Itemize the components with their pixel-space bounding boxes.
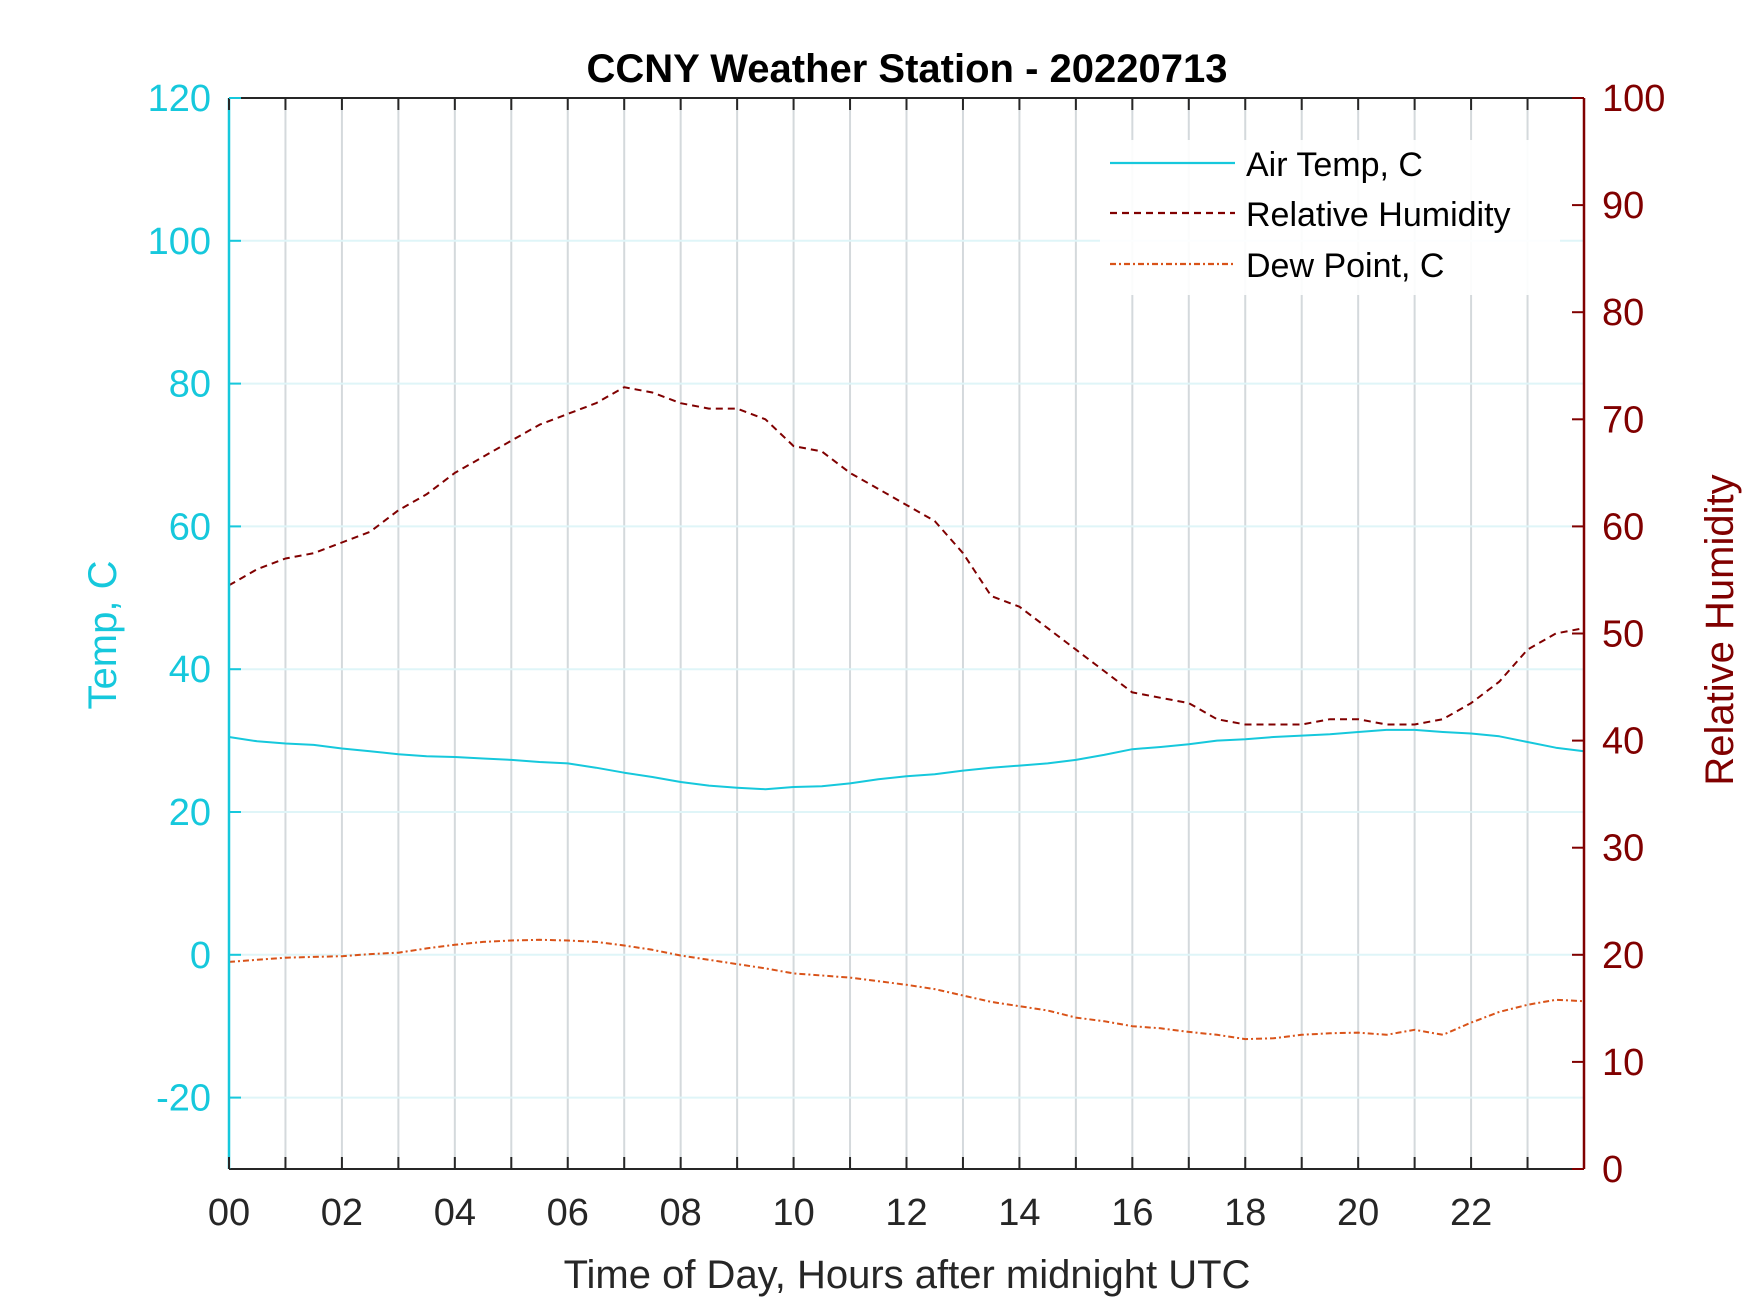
right-y-tick-label: 30 [1602, 828, 1644, 870]
left-y-axis-label: Temp, C [81, 561, 125, 710]
legend-entry-air-temp: Air Temp, C [1110, 146, 1423, 184]
right-y-tick-label: 60 [1602, 506, 1644, 548]
x-tick-label: 08 [660, 1192, 702, 1234]
x-tick-label: 18 [1224, 1192, 1266, 1234]
right-y-tick-label: 70 [1602, 399, 1644, 441]
legend-label-air-temp: Air Temp, C [1246, 146, 1423, 184]
right-y-tick-label: 100 [1602, 78, 1665, 120]
right-y-tick-label: 0 [1602, 1149, 1623, 1191]
left-y-tick-label: 120 [148, 78, 211, 120]
x-tick-label: 14 [998, 1192, 1040, 1234]
x-tick-label: 04 [434, 1192, 476, 1234]
x-tick-label: 22 [1450, 1192, 1492, 1234]
legend-entry-dew-point: Dew Point, C [1110, 247, 1444, 285]
left-y-tick-label: 20 [169, 792, 211, 834]
grid [229, 98, 1584, 1169]
right-y-tick-label: 10 [1602, 1042, 1644, 1084]
x-tick-label: 02 [321, 1192, 363, 1234]
legend-label-dew-point: Dew Point, C [1246, 247, 1444, 285]
right-y-axis-label: Relative Humidity [1698, 474, 1742, 785]
x-axis-label: Time of Day, Hours after midnight UTC [564, 1253, 1251, 1297]
legend-box [1100, 140, 1560, 295]
legend-entry-relative-humidity: Relative Humidity [1110, 196, 1511, 234]
series-line-relative-humidity [228, 386, 1585, 726]
left-y-tick-label: 80 [169, 364, 211, 406]
chart-title: CCNY Weather Station - 20220713 [587, 47, 1228, 91]
right-y-tick-label: 80 [1602, 292, 1644, 334]
x-tick-label: 12 [885, 1192, 927, 1234]
x-tick-label: 20 [1337, 1192, 1379, 1234]
series-line-dew-point-c [228, 938, 1585, 1041]
tick-labels: 00 02 04 06 08 10 12 14 16 18 20 22-200204060801001… [148, 78, 1666, 1234]
x-tick-label: 06 [547, 1192, 589, 1234]
x-tick-label: 00 [208, 1192, 250, 1234]
right-y-tick-label: 40 [1602, 721, 1644, 763]
left-y-tick-label: 40 [169, 649, 211, 691]
right-y-tick-label: 50 [1602, 614, 1644, 656]
left-y-tick-label: -20 [156, 1078, 211, 1120]
x-tick-label: 10 [772, 1192, 814, 1234]
left-y-tick-label: 60 [169, 506, 211, 548]
axes [227, 97, 1586, 1170]
left-y-tick-label: 100 [148, 221, 211, 263]
x-tick-label: 16 [1111, 1192, 1153, 1234]
series-line-air-temp-c [228, 728, 1585, 791]
right-y-tick-label: 20 [1602, 935, 1644, 977]
right-y-tick-label: 90 [1602, 185, 1644, 227]
legend: Air Temp, C Relative Humidity Dew Point,… [1100, 140, 1560, 295]
legend-label-relative-humidity: Relative Humidity [1246, 196, 1511, 234]
series-layer [228, 386, 1585, 1041]
left-y-tick-label: 0 [190, 935, 211, 977]
